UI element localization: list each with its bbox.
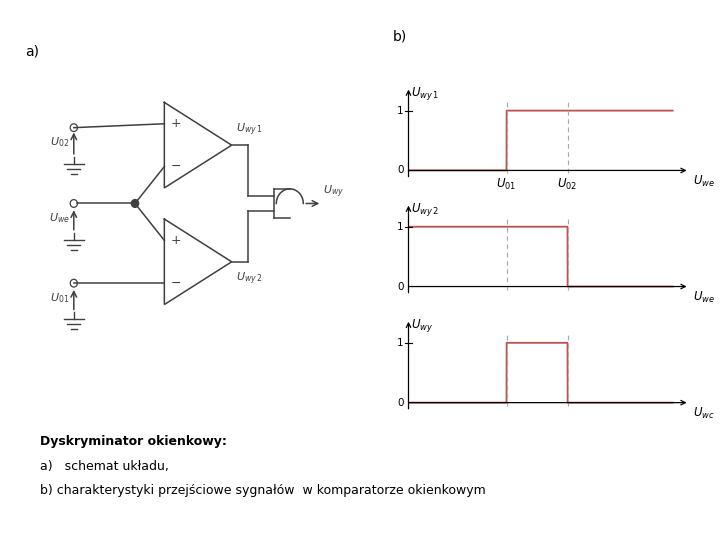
Text: 1: 1	[397, 106, 404, 116]
Text: 0: 0	[397, 397, 404, 408]
Text: b): b)	[392, 30, 407, 44]
Circle shape	[132, 200, 139, 207]
Text: Dyskryminator okienkowy:: Dyskryminator okienkowy:	[40, 435, 227, 448]
Text: a): a)	[25, 44, 39, 58]
Text: $U_{01}$: $U_{01}$	[50, 291, 69, 305]
Text: $U_{we}$: $U_{we}$	[693, 173, 716, 188]
Text: $U_{02}$: $U_{02}$	[557, 177, 577, 192]
Text: a)   schemat układu,: a) schemat układu,	[40, 460, 168, 473]
Text: +: +	[171, 234, 181, 247]
Text: $U_{we}$: $U_{we}$	[48, 211, 69, 225]
Text: $U_{wy\,2}$: $U_{wy\,2}$	[236, 271, 263, 287]
Text: $U_{wy}$: $U_{wy}$	[411, 317, 433, 334]
Text: $U_{wc}$: $U_{wc}$	[693, 406, 715, 421]
Text: −: −	[171, 160, 181, 173]
Text: $U_{wy\,1}$: $U_{wy\,1}$	[411, 85, 439, 102]
Text: −: −	[171, 276, 181, 289]
Text: $U_{wy\,1}$: $U_{wy\,1}$	[236, 122, 263, 138]
Text: 0: 0	[397, 165, 404, 176]
Text: b) charakterystyki przejściowe sygnałów  w komparatorze okienkowym: b) charakterystyki przejściowe sygnałów …	[40, 484, 485, 497]
Text: 1: 1	[397, 338, 404, 348]
Text: $U_{02}$: $U_{02}$	[50, 136, 69, 150]
Text: 0: 0	[397, 281, 404, 292]
Text: 1: 1	[397, 222, 404, 232]
Text: +: +	[171, 117, 181, 130]
Text: $U_{wy}$: $U_{wy}$	[323, 184, 344, 200]
Text: $U_{01}$: $U_{01}$	[496, 177, 517, 192]
Text: $U_{wy\,2}$: $U_{wy\,2}$	[411, 201, 439, 218]
Text: $U_{we}$: $U_{we}$	[693, 289, 716, 305]
